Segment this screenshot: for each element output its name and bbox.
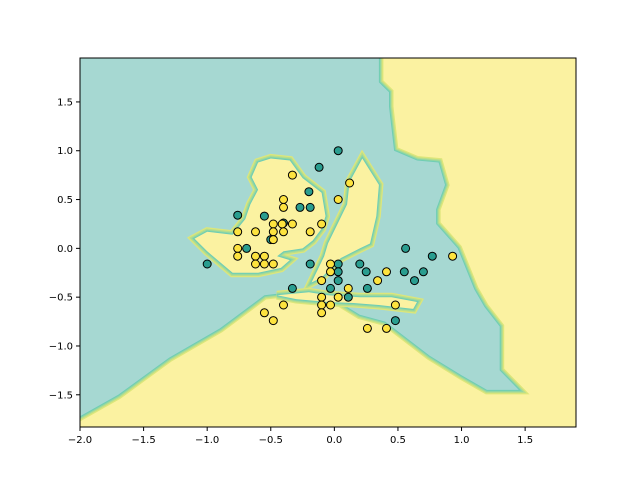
class1-point [390,300,400,310]
class1-point [251,227,260,237]
x-tick-label: −1.5 [131,435,155,446]
y-tick-label: −0.5 [49,293,73,304]
class0-point [355,259,365,269]
y-tick-label: 1.0 [57,146,73,157]
class1-point [233,243,243,253]
class1-point [345,178,355,188]
class0-point [326,283,335,293]
class1-point [317,308,327,318]
plot-area [79,57,577,428]
scatter-points [202,146,458,333]
class1-point [279,195,288,204]
class0-point [333,276,343,286]
class1-point [326,267,335,277]
class1-point [279,227,288,237]
class1-point [305,227,315,237]
x-tick-label: 1.5 [517,435,533,446]
class1-point [277,219,287,229]
class0-point [333,146,343,156]
class0-point [233,210,243,220]
class1-point [287,219,297,229]
x-tick-label: 0.0 [326,435,342,446]
class0-point [242,243,252,253]
class1-point [259,251,269,261]
x-tick-label: −0.5 [259,435,283,446]
class1-point [317,276,327,286]
class1-point [251,251,260,261]
class0-point [362,283,372,293]
class1-point [362,323,372,333]
class1-point [279,202,288,212]
class1-region [311,158,379,283]
class1-point [268,219,278,229]
class1-point [326,259,335,269]
class1-point [259,308,269,318]
class0-point [410,276,419,286]
class1-point [343,283,353,293]
class1-point [279,300,288,310]
y-tick-label: 1.5 [57,97,73,108]
y-tick-label: 0.0 [57,244,73,255]
class0-point [305,259,315,269]
class1-point [317,292,327,302]
class1-point [233,251,243,261]
class1-point [251,259,260,269]
class1-point [382,267,391,277]
class0-point [304,187,314,197]
class1-point [268,259,278,269]
class1-point [233,227,243,237]
class0-point [333,267,343,277]
class0-point [202,259,212,269]
class1-point [317,219,327,229]
class0-point [314,162,324,172]
plot-frame [79,57,577,428]
class1-point [448,251,458,261]
class1-point [373,276,383,286]
class0-point [399,267,409,277]
y-axis: 1.5 1.0 0.5 0.0 −0.5 −1.0 −1.5 [49,97,80,401]
class0-point [333,259,343,269]
y-tick-label: −1.0 [49,341,73,352]
class1-point [317,300,327,310]
class1-point [333,195,343,204]
class0-point [259,211,269,221]
class1-point [259,259,269,269]
class1-point [382,323,391,333]
x-tick-label: −2.0 [68,435,92,446]
class0-point [295,202,305,212]
class1-point [333,292,343,302]
x-tick-label: 1.0 [454,435,470,446]
x-axis: −2.0 −1.5 −1.0 −0.5 0.0 0.5 1.0 1.5 [68,427,533,446]
class0-point [390,316,400,326]
class1-point [268,227,278,237]
class0-point [343,292,353,302]
class0-point [427,251,437,261]
class0-point [287,283,297,293]
class1-point [287,170,297,180]
x-tick-label: 0.5 [390,435,406,446]
class1-point [268,316,278,326]
class0-point [361,267,371,277]
y-tick-label: 0.5 [57,195,73,206]
class0-point [418,267,428,277]
x-tick-label: −1.0 [195,435,219,446]
class0-point [401,243,411,253]
class1-point [326,300,335,310]
class0-point [305,202,315,212]
class1-point [268,235,278,245]
y-tick-label: −1.5 [49,390,73,401]
